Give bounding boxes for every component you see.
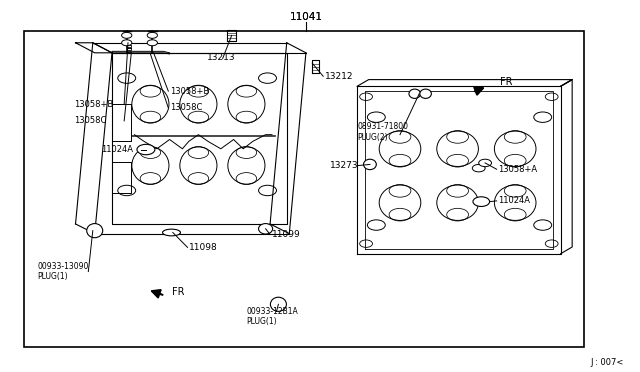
Text: J : 007<: J : 007<	[591, 358, 624, 367]
Text: 13058+B: 13058+B	[170, 87, 209, 96]
Text: 11041: 11041	[289, 12, 323, 22]
Ellipse shape	[259, 224, 273, 234]
Text: FR: FR	[500, 77, 513, 87]
Text: 13058C: 13058C	[170, 103, 202, 112]
Circle shape	[472, 164, 485, 172]
Text: 11024A: 11024A	[498, 196, 530, 205]
Text: 00933-13090
PLUG(1): 00933-13090 PLUG(1)	[37, 262, 88, 281]
Text: FR: FR	[172, 287, 184, 297]
Circle shape	[147, 40, 157, 46]
Text: 11041: 11041	[289, 12, 323, 22]
Text: 11024A: 11024A	[101, 145, 133, 154]
Ellipse shape	[270, 297, 287, 311]
Text: 00933-12B1A
PLUG(1): 00933-12B1A PLUG(1)	[246, 307, 298, 326]
Circle shape	[137, 144, 155, 155]
Circle shape	[479, 159, 492, 167]
Circle shape	[122, 40, 132, 46]
Text: 11099: 11099	[272, 230, 301, 239]
Circle shape	[147, 32, 157, 38]
Text: 13212: 13212	[325, 72, 354, 81]
Bar	[24, 31, 584, 347]
Ellipse shape	[364, 159, 376, 170]
Text: 08931-71800
PLUG(2): 08931-71800 PLUG(2)	[357, 122, 408, 142]
Text: 13273: 13273	[330, 161, 358, 170]
Ellipse shape	[409, 89, 420, 98]
Text: 11098: 11098	[189, 243, 218, 252]
Ellipse shape	[163, 229, 180, 236]
Ellipse shape	[420, 89, 431, 98]
Text: 13058+A: 13058+A	[498, 165, 537, 174]
Text: 13058+B: 13058+B	[74, 100, 113, 109]
Circle shape	[122, 32, 132, 38]
Circle shape	[473, 197, 490, 206]
Text: 13213: 13213	[207, 53, 235, 62]
Ellipse shape	[87, 224, 102, 238]
Text: 13058C: 13058C	[74, 116, 106, 125]
